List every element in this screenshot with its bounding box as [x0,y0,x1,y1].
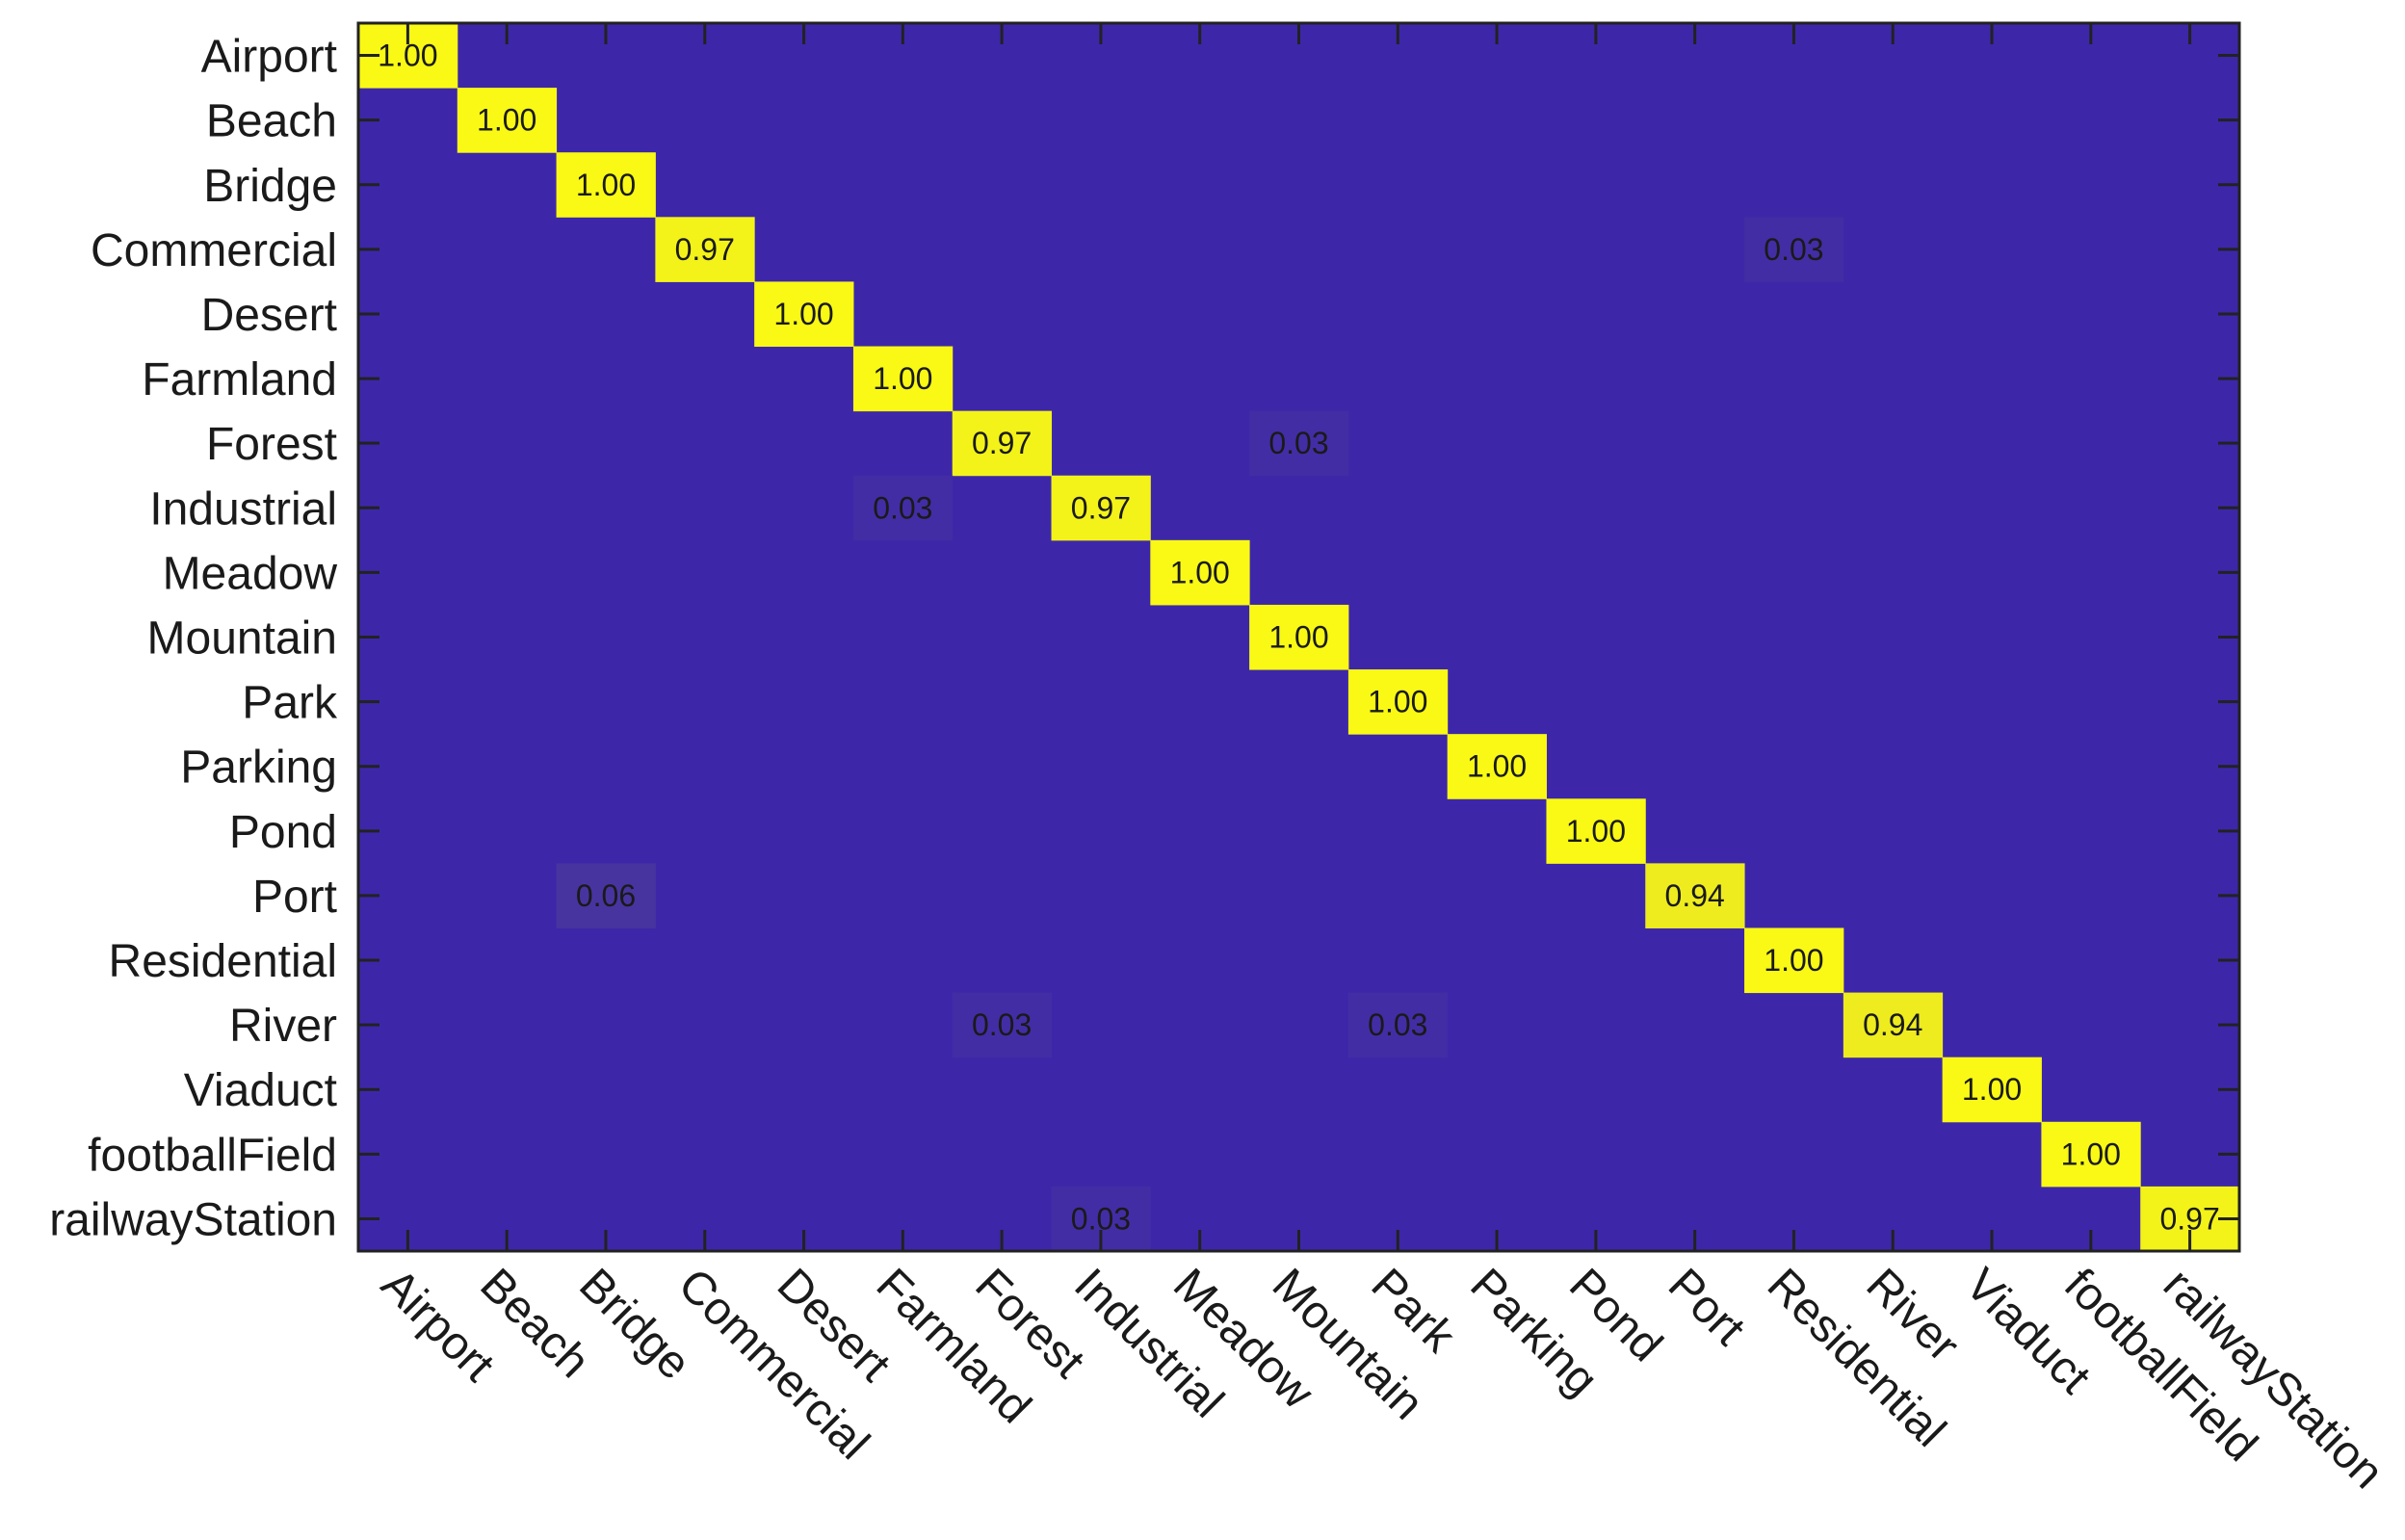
heatmap-cell [1645,863,1745,928]
cell-value-label: 0.03 [1764,232,1823,267]
y-tick-label-mountain: Mountain [147,613,337,665]
x-tick-label-bridge: Bridge [569,1259,700,1390]
cell-value-label: 1.00 [1566,814,1626,848]
heatmap-cell [1546,798,1646,864]
heatmap-cell [457,88,558,153]
cell-value-label: 0.03 [1368,1007,1427,1042]
cell-value-label: 1.00 [1962,1072,2022,1107]
y-tick-label-desert: Desert [201,290,337,341]
heatmap-cell [1347,669,1449,735]
heatmap-cell [1843,992,1944,1058]
heatmap-cell [852,346,954,412]
cell-value-label: 1.00 [1170,555,1230,589]
y-tick-label-pond: Pond [229,807,337,858]
heatmap-cell [1150,539,1250,606]
heatmap-cell [1347,992,1449,1058]
heatmap-cell-labels: 1.00 1.00 1.00 0.97 0.03 1.00 1.00 0.97 0.03 0.03… [378,39,2219,1237]
heatmap-cell [655,217,755,282]
y-tick-label-airport: Airport [201,32,337,83]
y-tick-label-parking: Parking [180,743,337,794]
heatmap-cells [358,23,2240,1252]
y-tick-label-park: Park [242,678,338,729]
heatmap-cell [2041,1121,2141,1188]
y-tick-label-football-field: footballField [88,1130,337,1181]
y-tick-label-forest: Forest [206,419,337,470]
heatmap-cell [852,475,954,541]
heatmap-cell [1249,410,1349,477]
y-tick-label-port: Port [252,872,337,923]
cell-value-label: 1.00 [576,168,636,202]
cell-value-label: 0.97 [972,426,1032,460]
heatmap-cell [1942,1057,2042,1123]
cell-value-label: 0.94 [1863,1007,1922,1042]
y-tick-label-commercial: Commercial [91,225,337,276]
y-tick-label-railway-station: railwayStation [49,1194,337,1245]
cell-value-label: 1.00 [1764,943,1823,978]
cell-value-label: 1.00 [2061,1136,2121,1171]
heatmap-cell [1447,734,1547,799]
y-tick-label-viaduct: Viaduct [184,1065,337,1116]
cell-value-label: 1.00 [1268,620,1328,655]
heatmap-cell [952,992,1053,1058]
y-tick-label-beach: Beach [206,96,337,147]
heatmap-cell [1744,217,1844,282]
cell-value-label: 0.97 [675,232,735,267]
y-tick-label-bridge: Bridge [203,161,337,212]
cell-value-label: 1.00 [773,297,833,331]
heatmap-cell [556,152,656,218]
y-tick-label-industrial: Industrial [149,483,337,535]
heatmap-cell [1051,475,1151,541]
x-tick-label-airport: Airport [372,1259,504,1391]
cell-value-label: 0.03 [873,490,932,525]
heatmap-cell [754,281,854,348]
cell-value-label: 0.03 [972,1007,1032,1042]
y-axis-tick-labels: Airport Beach Bridge Commercial Desert Farmla… [49,32,338,1246]
cell-value-label: 1.00 [477,103,536,138]
y-tick-label-river: River [229,1001,337,1052]
heatmap-cell [556,863,656,928]
y-tick-label-farmland: Farmland [142,354,337,405]
cell-value-label: 1.00 [1467,749,1527,784]
cell-value-label: 0.94 [1665,878,1725,913]
heatmap-cell [1744,927,1844,994]
axis-ticks [358,23,2239,1251]
cell-value-label: 0.06 [576,878,636,913]
y-tick-label-residential: Residential [109,936,337,987]
x-tick-label-port: Port [1659,1259,1755,1355]
cell-value-label: 0.03 [1268,426,1328,460]
heatmap-cell [1249,604,1349,670]
y-tick-label-meadow: Meadow [163,548,338,599]
cell-value-label: 0.97 [1071,490,1131,525]
x-axis-tick-labels: AirportBeachBridgeCommercialDesertFarmla… [372,1259,2393,1499]
heatmap-cell [952,410,1053,477]
cell-value-label: 1.00 [873,361,932,396]
cell-value-label: 1.00 [1368,685,1427,719]
